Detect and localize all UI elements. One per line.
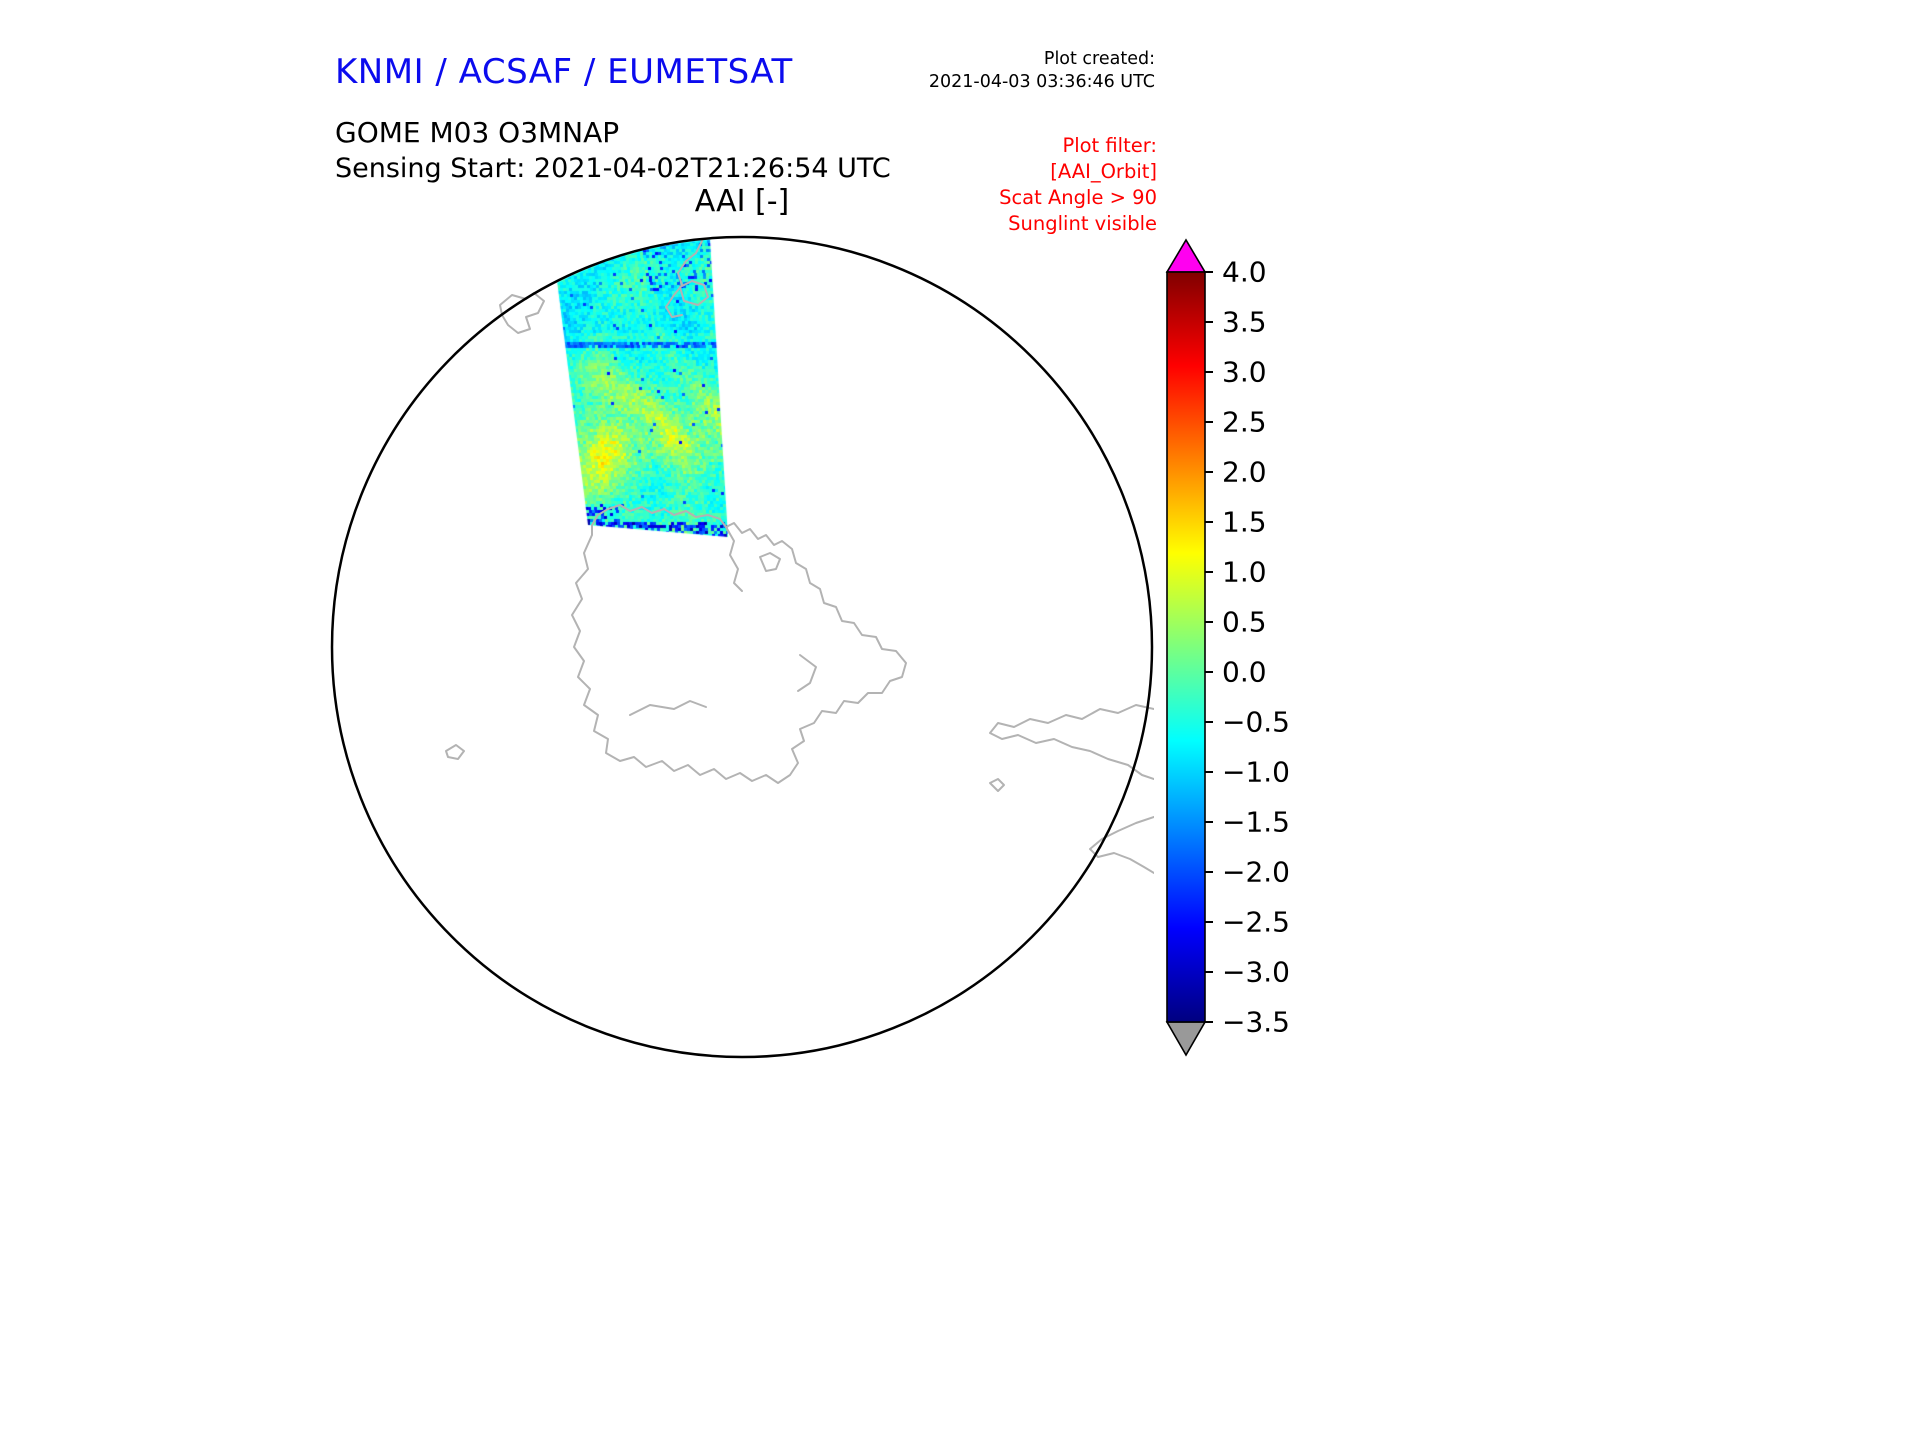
colorbar-tick-label: −2.5 <box>1222 906 1290 939</box>
coast-fragment-top-loop <box>679 280 709 306</box>
coastlines-layer <box>330 235 1154 1059</box>
colorbar-svg: 4.0 3.5 3.0 2.5 2.0 1.5 1.0 0.5 0.0 −0.5 −1.0 −1.5 −… <box>1165 238 1290 1057</box>
coast-peninsula-hook <box>725 526 743 592</box>
plot-filter-line: [AAI_Orbit] <box>1050 160 1157 183</box>
coast-ice-shelf-1 <box>629 700 707 716</box>
coast-fragment-topleft <box>499 292 545 334</box>
variable-title: AAI [-] <box>694 184 790 219</box>
colorbar-tick-label: −2.0 <box>1222 856 1290 889</box>
colorbar-tick-label: −1.0 <box>1222 756 1290 789</box>
colorbar: 4.0 3.5 3.0 2.5 2.0 1.5 1.0 0.5 0.0 −0.5 −1.0 −1.5 −… <box>1165 238 1355 1062</box>
colorbar-tick-label: −3.5 <box>1222 1006 1290 1039</box>
colorbar-tick-label: 1.0 <box>1222 556 1267 589</box>
product-title: GOME M03 O3MNAP <box>335 116 620 149</box>
colorbar-tick-label: −3.0 <box>1222 956 1290 989</box>
aai-swath-layer <box>330 235 1154 1059</box>
colorbar-tick-label: −1.5 <box>1222 806 1290 839</box>
coastlines <box>445 240 1154 874</box>
colorbar-tick-label: 2.0 <box>1222 456 1267 489</box>
plot-created: Plot created: 2021-04-03 03:36:46 UTC <box>929 48 1155 94</box>
coast-right-upper <box>989 704 1154 780</box>
plot-filter-line: Sunglint visible <box>1008 212 1157 235</box>
colorbar-tick-label: 0.5 <box>1222 606 1267 639</box>
coast-island-left <box>445 744 465 760</box>
coast-right-lower <box>1089 816 1154 874</box>
coast-island-loop <box>759 552 781 572</box>
plot-filter-line: Scat Angle > 90 <box>999 186 1157 209</box>
sensing-start: Sensing Start: 2021-04-02T21:26:54 UTC <box>335 153 891 184</box>
coast-antarctica-main <box>571 504 907 784</box>
colorbar-tick-label: 2.5 <box>1222 406 1267 439</box>
colorbar-tick-label: 3.5 <box>1222 306 1267 339</box>
plot-filter-line: Plot filter: <box>1062 134 1157 157</box>
map-boundary-circle <box>330 235 1154 1059</box>
coast-island-right <box>989 778 1005 792</box>
colorbar-under-arrow <box>1165 1021 1207 1057</box>
colorbar-tick-label: 3.0 <box>1222 356 1267 389</box>
plot-created-value: 2021-04-03 03:36:46 UTC <box>928 72 1155 92</box>
colorbar-gradient-bar <box>1166 271 1206 1023</box>
brand-title: KNMI / ACSAF / EUMETSAT <box>335 52 793 92</box>
plot-created-label: Plot created: <box>1043 49 1155 69</box>
colorbar-tick-label: 4.0 <box>1222 256 1267 289</box>
colorbar-tick-label: 1.5 <box>1222 506 1267 539</box>
colorbar-over-arrow <box>1165 238 1207 273</box>
colorbar-tick-label: −0.5 <box>1222 706 1290 739</box>
colorbar-tick-label: 0.0 <box>1222 656 1267 689</box>
coast-ice-shelf-2 <box>797 654 817 692</box>
polar-map <box>330 235 1154 1059</box>
plot-filter: Plot filter: [AAI_Orbit] Scat Angle > 90 Su… <box>999 133 1157 237</box>
